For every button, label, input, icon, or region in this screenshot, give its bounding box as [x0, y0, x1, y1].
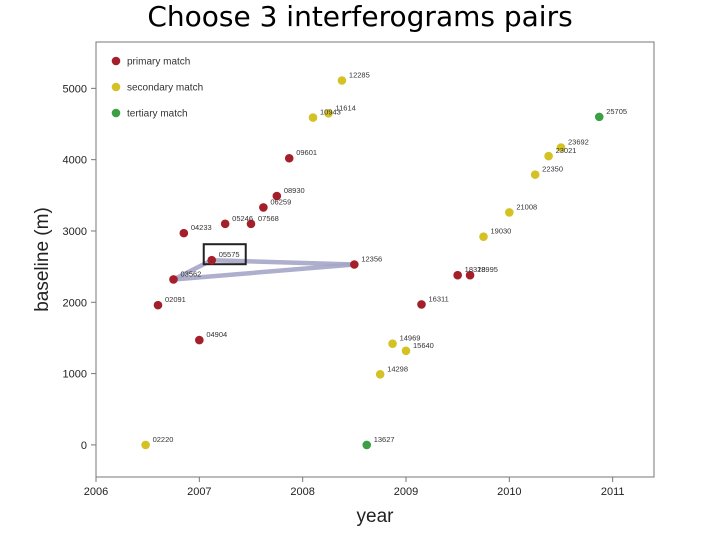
y-axis-label: baseline (m)	[32, 207, 53, 312]
point-label: 04233	[191, 223, 212, 232]
point-label: 21008	[516, 202, 537, 211]
data-point	[505, 208, 514, 217]
x-tick-label: 2007	[187, 486, 211, 498]
data-point	[453, 270, 462, 280]
y-tick-label: 5000	[63, 83, 87, 95]
point-label: 05246	[232, 214, 253, 223]
point-label: 09601	[296, 148, 317, 157]
point-label: 03562	[181, 269, 202, 278]
point-label: 08930	[284, 186, 305, 195]
legend-marker	[111, 56, 121, 66]
point-label: 18995	[477, 265, 498, 274]
data-point	[207, 255, 217, 265]
y-tick-label: 4000	[63, 155, 87, 167]
y-tick-label: 0	[81, 440, 87, 452]
x-tick-label: 2009	[394, 486, 418, 498]
x-axis-ticks: 2006 2007 2008 2009 2010 2011	[84, 477, 625, 498]
x-tick-label: 2011	[601, 486, 625, 498]
data-point	[169, 275, 178, 284]
data-point	[337, 76, 347, 85]
data-point	[479, 232, 488, 241]
point-label: 16311	[429, 294, 449, 303]
point-label: 06259	[270, 197, 291, 206]
data-point	[556, 143, 566, 152]
legend-marker	[111, 82, 121, 92]
point-label: 07568	[258, 214, 279, 223]
plot-frame	[95, 41, 655, 478]
x-tick-label: 2008	[290, 486, 314, 498]
data-point	[284, 153, 294, 163]
point-label: 02091	[165, 295, 186, 304]
point-label: 18328	[465, 265, 486, 274]
data-point	[246, 219, 256, 229]
data-point	[141, 440, 150, 450]
x-tick-label: 2010	[497, 486, 521, 498]
point-label: 19030	[491, 227, 512, 236]
selection-highlight	[202, 243, 247, 266]
y-tick-label: 3000	[63, 226, 87, 238]
data-point	[594, 112, 604, 122]
point-label: 25705	[606, 107, 627, 116]
point-label: 02220	[153, 435, 174, 444]
point-label: 23692	[568, 138, 589, 147]
data-point	[272, 191, 282, 201]
data-point	[324, 109, 333, 118]
data-point	[417, 300, 426, 309]
data-point	[308, 113, 318, 122]
data-point	[153, 300, 163, 310]
point-label: 12285	[349, 71, 370, 80]
point-label: 10943	[320, 108, 341, 117]
selection-box	[202, 243, 247, 266]
point-label: 15640	[413, 341, 434, 350]
data-points	[141, 76, 604, 450]
point-label: 14969	[400, 334, 421, 343]
y-axis-ticks: 0 1000 2000 3000 4000 5000	[63, 83, 96, 452]
x-tick-label: 2006	[84, 486, 108, 498]
legend-label: tertiary match	[127, 109, 188, 120]
data-point	[179, 228, 189, 238]
data-point	[375, 370, 385, 379]
point-labels: 02091 03562 04233 04904 05575 05246 07568 06259…	[153, 71, 627, 444]
pair-line	[209, 257, 357, 267]
data-point	[388, 339, 397, 348]
point-label: 22350	[542, 165, 563, 174]
legend: primary match secondary match tertiary mat…	[111, 56, 203, 120]
point-label: 12356	[361, 254, 382, 263]
pair-line	[171, 262, 357, 282]
data-point	[401, 346, 411, 356]
y-tick-label: 2000	[63, 297, 87, 309]
legend-marker	[111, 108, 121, 118]
x-axis-label: year	[357, 506, 395, 527]
legend-label: secondary match	[127, 83, 203, 94]
data-point	[220, 219, 230, 229]
legend-label: primary match	[127, 57, 190, 68]
point-label: 11614	[336, 103, 356, 112]
point-label: 14298	[387, 364, 408, 373]
slide-title: Choose 3 interferograms pairs	[147, 0, 573, 33]
data-point	[544, 151, 553, 161]
data-point	[195, 335, 204, 345]
data-point	[362, 440, 372, 450]
data-point	[465, 270, 475, 280]
data-point	[350, 260, 359, 269]
point-label: 04904	[206, 330, 227, 339]
point-label: 05575	[219, 250, 240, 259]
data-point	[259, 203, 268, 212]
y-tick-label: 1000	[63, 369, 87, 381]
data-point	[530, 170, 540, 179]
point-label: 23021	[556, 146, 577, 155]
point-label: 13627	[374, 435, 395, 444]
